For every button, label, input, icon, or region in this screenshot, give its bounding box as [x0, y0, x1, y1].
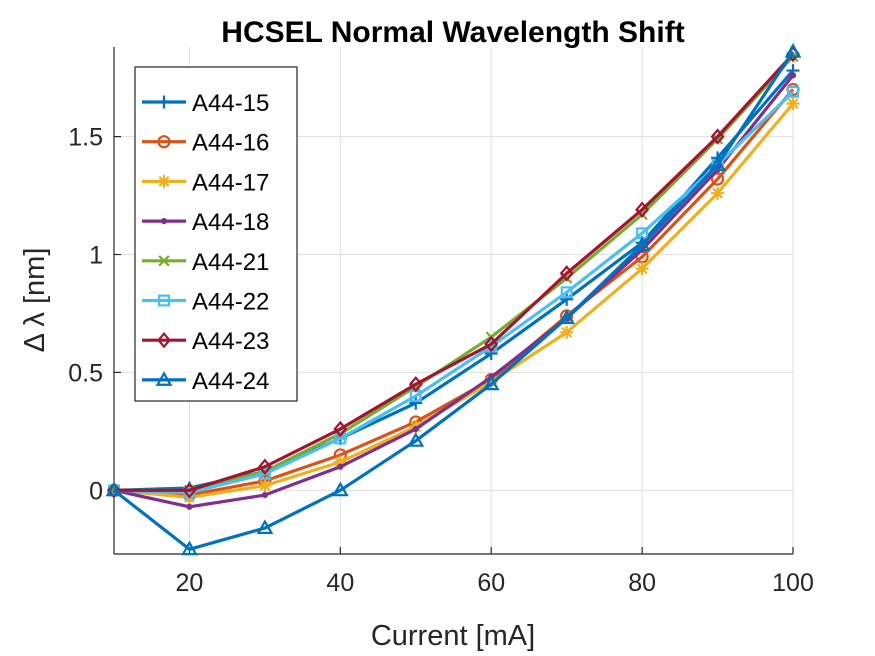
data-point — [559, 265, 574, 282]
y-tick-label: 1.5 — [68, 124, 103, 152]
series-line — [114, 52, 795, 492]
data-point — [182, 482, 197, 499]
chart-title: HCSEL Normal Wavelength Shift — [221, 16, 684, 49]
data-point — [484, 335, 499, 353]
data-point — [157, 135, 171, 149]
legend-label: A44-16 — [192, 130, 269, 157]
data-point — [560, 286, 573, 299]
series-line — [114, 55, 795, 492]
legend-label: A44-24 — [192, 368, 269, 395]
x-axis-label: Current [mA] — [371, 620, 535, 652]
data-point — [331, 481, 349, 497]
data-point — [709, 156, 726, 171]
series-line — [113, 90, 795, 495]
data-point — [635, 262, 649, 276]
data-point — [484, 375, 498, 389]
data-point — [711, 133, 724, 145]
data-point — [160, 218, 168, 225]
legend-label: A44-21 — [192, 249, 269, 276]
legend-item: A44-16 — [142, 130, 269, 157]
data-point — [333, 455, 347, 469]
data-point — [158, 255, 170, 267]
legend-label: A44-23 — [192, 328, 269, 355]
legend-item: A44-24 — [142, 368, 269, 395]
legend-item: A44-21 — [142, 249, 269, 276]
y-axis-label: Δ λ [nm] — [19, 248, 51, 353]
data-point — [787, 85, 799, 98]
data-point — [560, 292, 574, 306]
legend-label: A44-18 — [192, 209, 269, 236]
data-point — [711, 186, 725, 200]
data-point — [333, 420, 348, 438]
legend-label: A44-17 — [192, 169, 269, 196]
data-point — [409, 396, 423, 410]
legend-item: A44-18 — [142, 209, 269, 236]
data-point — [558, 309, 576, 325]
data-point — [105, 481, 123, 497]
data-point — [784, 42, 802, 58]
x-tick-label: 40 — [326, 569, 354, 597]
data-point — [157, 332, 171, 349]
data-point — [408, 376, 423, 393]
series-layer — [105, 42, 802, 556]
data-point — [261, 491, 268, 499]
tick-labels: 20 40 60 80 100 0 0.5 1 1.5 — [68, 124, 814, 597]
data-point — [633, 236, 651, 252]
x-tick-label: 60 — [477, 569, 505, 597]
legend-label: A44-22 — [192, 289, 269, 316]
data-point — [155, 371, 173, 386]
x-tick-label: 20 — [176, 569, 204, 597]
data-point — [635, 201, 650, 218]
data-point — [710, 128, 725, 145]
data-point — [786, 97, 800, 111]
legend-item: A44-15 — [142, 90, 269, 117]
data-point — [407, 432, 425, 447]
data-point — [337, 463, 344, 470]
data-point — [258, 467, 271, 480]
data-point — [789, 72, 797, 79]
data-point — [181, 540, 198, 556]
y-tick-label: 0 — [89, 477, 103, 505]
series-line — [113, 74, 795, 509]
legend: A44-15 A44-16 A44-17 A44-18 A44-21 A44-22 A44-… — [134, 66, 298, 402]
x-tick-label: 100 — [772, 569, 814, 597]
legend-item: A44-17 — [142, 169, 269, 196]
data-point — [256, 519, 274, 535]
data-point — [560, 325, 574, 339]
data-point — [157, 95, 171, 109]
data-point — [257, 458, 272, 475]
data-point — [710, 172, 725, 186]
series-line — [113, 88, 795, 497]
data-point — [158, 294, 170, 307]
legend-item: A44-22 — [142, 289, 269, 316]
y-tick-label: 0.5 — [68, 359, 103, 387]
legend-label: A44-15 — [192, 90, 269, 117]
axes — [113, 47, 794, 555]
data-point — [186, 503, 193, 510]
data-point — [334, 432, 347, 445]
x-tick-label: 80 — [628, 569, 656, 597]
series-A44-24 — [105, 42, 802, 556]
data-point — [157, 174, 171, 188]
legend-item: A44-23 — [142, 328, 269, 355]
series-line — [113, 50, 795, 551]
y-tick-label: 1 — [89, 242, 103, 270]
data-point — [412, 425, 419, 433]
data-point — [258, 479, 272, 493]
data-point — [482, 375, 500, 391]
